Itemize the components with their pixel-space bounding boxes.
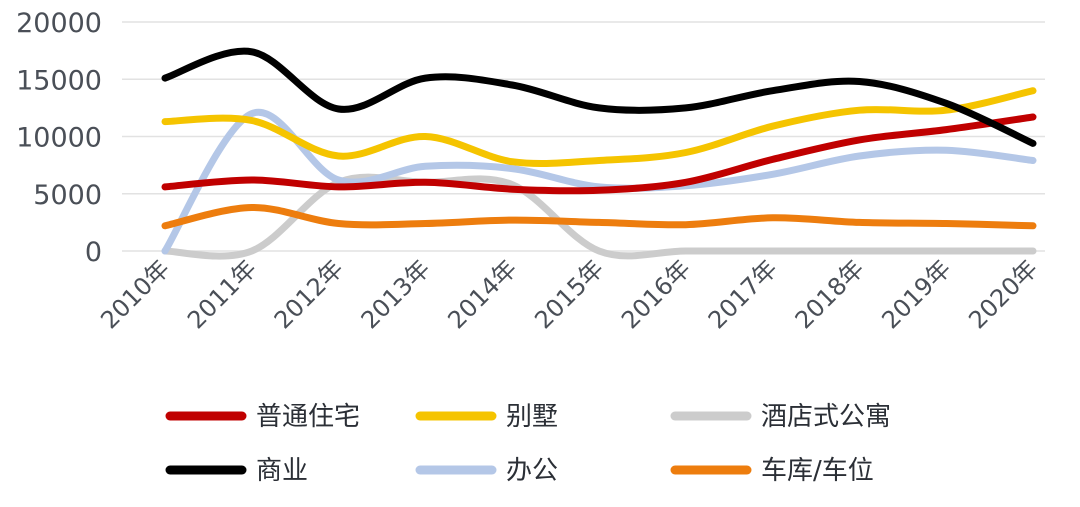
series-line-5: [161, 108, 1037, 255]
y-tick-label: 15000: [16, 65, 102, 96]
x-tick-label: 2010年: [95, 254, 175, 334]
series-line-2: [161, 87, 1037, 168]
x-tick-label: 2017年: [703, 254, 783, 334]
y-axis: 20000 15000 10000 5000 0: [16, 8, 102, 268]
x-tick-label: 2016年: [616, 254, 696, 334]
y-tick-label: 10000: [16, 123, 102, 154]
legend-label: 商业: [256, 456, 308, 486]
legend-label: 酒店式公寓: [761, 402, 891, 432]
series-line-4: [161, 47, 1037, 147]
x-tick-label: 2014年: [442, 254, 522, 334]
series-line-1: [161, 113, 1037, 195]
series-line-6: [161, 203, 1037, 230]
x-tick-label: 2013年: [356, 254, 436, 334]
y-tick-label: 5000: [33, 180, 102, 211]
legend-label: 办公: [506, 456, 558, 486]
legend-label: 车库/车位: [761, 456, 874, 486]
grid-layer: [122, 21, 1045, 252]
x-tick-label: 2020年: [963, 254, 1043, 334]
legend-label: 别墅: [506, 402, 558, 432]
x-tick-label: 2015年: [529, 254, 609, 334]
x-tick-label: 2011年: [182, 254, 262, 334]
y-tick-label: 0: [85, 237, 102, 268]
x-axis: 2010年 2011年 2012年 2013年 2014年 2015年 2016年 2017年…: [95, 254, 1043, 334]
series-layer: [161, 47, 1037, 260]
x-tick-label: 2012年: [269, 254, 349, 334]
x-tick-label: 2019年: [876, 254, 956, 334]
y-tick-label: 20000: [16, 8, 102, 39]
series-line-3: [161, 173, 1037, 260]
x-tick-label: 2018年: [790, 254, 870, 334]
legend-label: 普通住宅: [256, 402, 360, 432]
